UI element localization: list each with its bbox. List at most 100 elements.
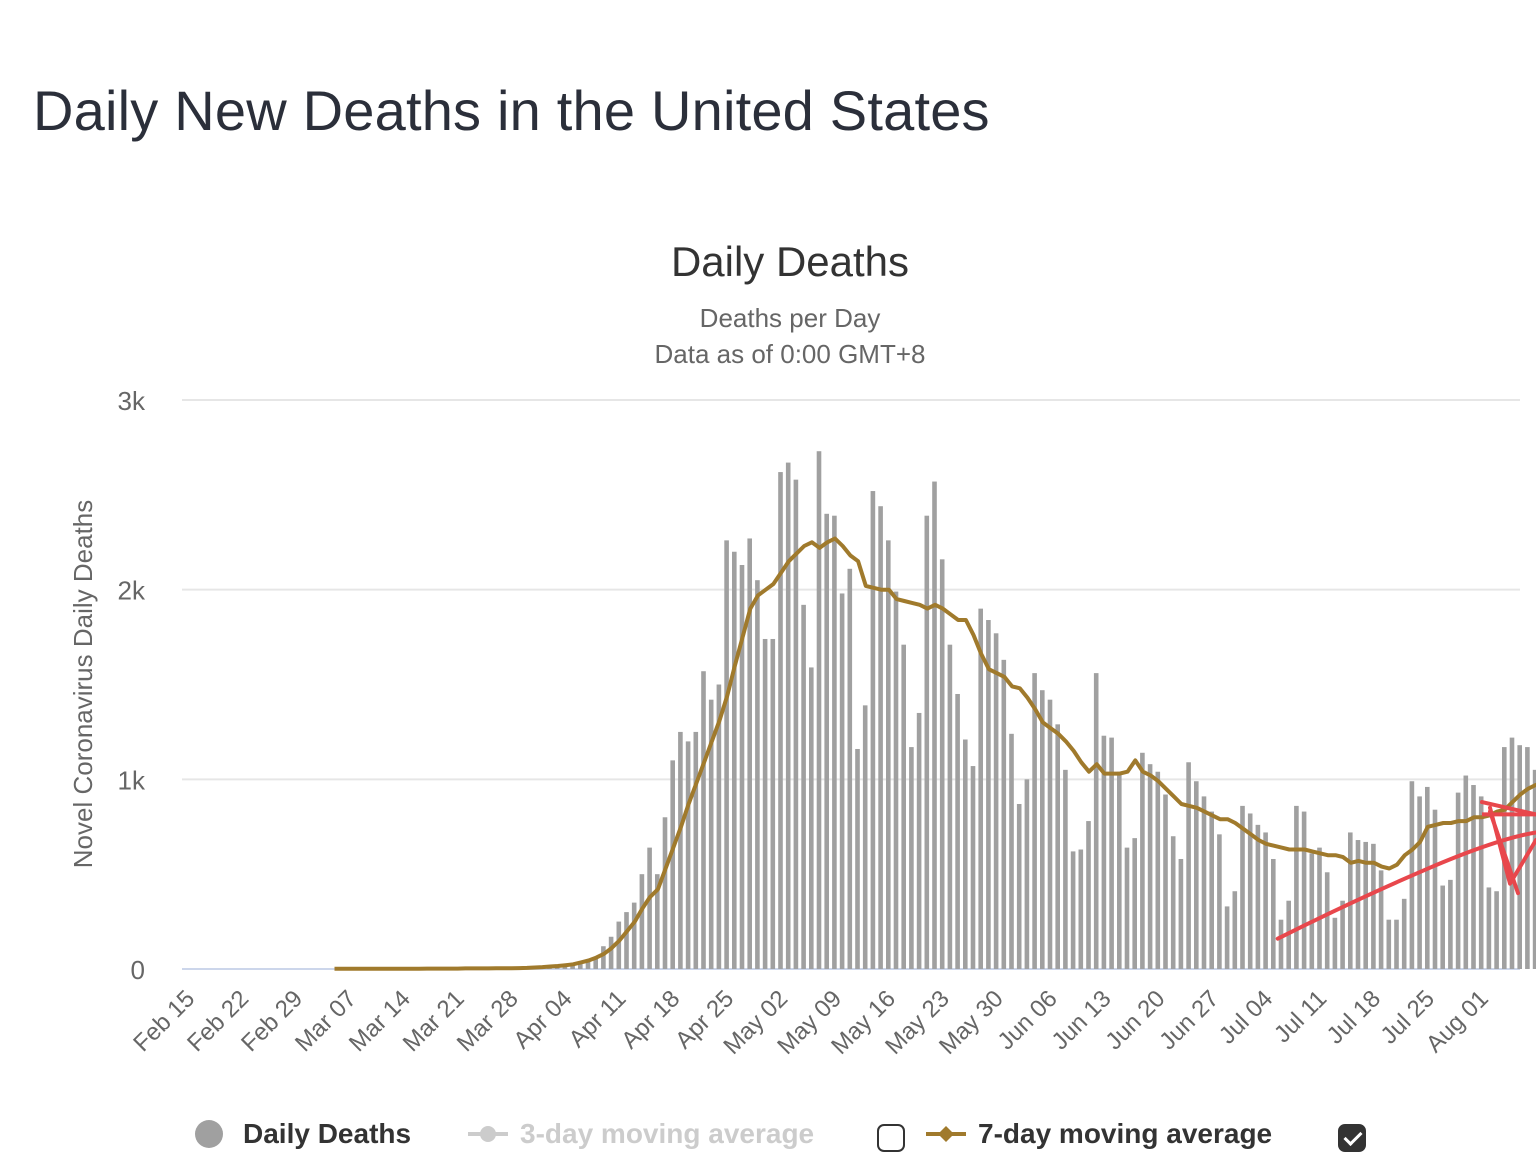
- bar[interactable]: [878, 506, 883, 969]
- toggle-3day-checkbox[interactable]: [877, 1124, 905, 1152]
- bar[interactable]: [1093, 673, 1099, 969]
- bar[interactable]: [732, 551, 737, 969]
- bar[interactable]: [970, 766, 976, 969]
- bar[interactable]: [1255, 824, 1261, 969]
- legend-item-7day[interactable]: 7-day moving average: [926, 1118, 1272, 1150]
- bar[interactable]: [1417, 796, 1422, 969]
- bar[interactable]: [785, 462, 791, 969]
- bar[interactable]: [1371, 843, 1376, 969]
- bar[interactable]: [655, 874, 660, 969]
- bar[interactable]: [793, 479, 799, 969]
- bar[interactable]: [670, 760, 675, 969]
- bar[interactable]: [747, 538, 752, 969]
- bar[interactable]: [1532, 769, 1536, 969]
- bar[interactable]: [1455, 792, 1461, 969]
- bar[interactable]: [1124, 847, 1130, 969]
- bar[interactable]: [1332, 917, 1338, 969]
- bar[interactable]: [1117, 771, 1122, 969]
- bar[interactable]: [886, 540, 891, 969]
- bar[interactable]: [1517, 745, 1522, 969]
- bar[interactable]: [1247, 813, 1253, 969]
- bar[interactable]: [1186, 762, 1191, 969]
- bar[interactable]: [932, 481, 937, 969]
- bar[interactable]: [1494, 891, 1499, 969]
- bar[interactable]: [1194, 781, 1199, 969]
- bar[interactable]: [685, 741, 691, 969]
- bar[interactable]: [993, 633, 999, 969]
- bar[interactable]: [939, 559, 945, 969]
- bar[interactable]: [909, 747, 914, 969]
- bar[interactable]: [601, 946, 606, 969]
- bar[interactable]: [1348, 832, 1353, 969]
- bar[interactable]: [963, 739, 968, 969]
- bar[interactable]: [1224, 906, 1230, 969]
- bar[interactable]: [716, 684, 722, 970]
- bar[interactable]: [1147, 764, 1153, 969]
- bar[interactable]: [924, 515, 930, 969]
- bar[interactable]: [1155, 771, 1161, 969]
- bar[interactable]: [1401, 898, 1407, 969]
- bar[interactable]: [1301, 811, 1307, 969]
- bar[interactable]: [762, 638, 768, 969]
- bar[interactable]: [847, 568, 853, 969]
- bar[interactable]: [855, 748, 860, 969]
- bar[interactable]: [755, 580, 760, 969]
- bar[interactable]: [893, 591, 899, 969]
- bar[interactable]: [1070, 851, 1076, 969]
- line-7day-moving-average[interactable]: [334, 536, 1536, 971]
- bar[interactable]: [1132, 838, 1137, 969]
- bar[interactable]: [770, 638, 776, 969]
- bar[interactable]: [1294, 805, 1299, 969]
- bar[interactable]: [824, 513, 829, 969]
- legend-item-3day[interactable]: 3-day moving average: [468, 1118, 814, 1150]
- bar[interactable]: [1001, 659, 1007, 969]
- bar[interactable]: [1486, 887, 1492, 969]
- bar[interactable]: [1201, 796, 1207, 969]
- bar[interactable]: [901, 644, 906, 969]
- bar[interactable]: [916, 712, 922, 969]
- bar[interactable]: [639, 874, 645, 969]
- bar[interactable]: [693, 731, 699, 969]
- bar[interactable]: [1355, 840, 1361, 969]
- bar[interactable]: [1024, 779, 1030, 969]
- bar[interactable]: [862, 705, 868, 969]
- bar[interactable]: [1016, 803, 1022, 969]
- bar[interactable]: [1217, 834, 1222, 969]
- bar[interactable]: [616, 921, 622, 969]
- bar[interactable]: [1471, 785, 1476, 969]
- bar[interactable]: [978, 608, 983, 969]
- bar[interactable]: [631, 902, 637, 969]
- bar[interactable]: [647, 847, 652, 969]
- bar[interactable]: [1209, 811, 1214, 969]
- bar[interactable]: [1509, 737, 1515, 969]
- bar[interactable]: [1463, 775, 1469, 969]
- bar[interactable]: [662, 817, 668, 969]
- bar[interactable]: [839, 593, 845, 969]
- legend-item-daily-deaths[interactable]: Daily Deaths: [195, 1118, 411, 1150]
- bar[interactable]: [1278, 919, 1284, 969]
- bar[interactable]: [1317, 847, 1322, 969]
- bar[interactable]: [1309, 853, 1315, 969]
- bar[interactable]: [1009, 733, 1014, 969]
- bar[interactable]: [1271, 858, 1276, 969]
- bar[interactable]: [570, 964, 575, 969]
- bar[interactable]: [1394, 919, 1399, 969]
- bar[interactable]: [1032, 673, 1037, 969]
- bar[interactable]: [955, 693, 960, 969]
- bar[interactable]: [1086, 821, 1091, 969]
- bar[interactable]: [1047, 699, 1053, 969]
- bar[interactable]: [701, 671, 706, 969]
- bar[interactable]: [1240, 805, 1245, 969]
- toggle-7day-checkbox[interactable]: [1338, 1124, 1366, 1152]
- bar[interactable]: [1263, 832, 1268, 969]
- bar[interactable]: [1340, 900, 1345, 969]
- bar[interactable]: [1078, 849, 1084, 969]
- bar[interactable]: [1170, 836, 1176, 969]
- bar[interactable]: [1040, 690, 1045, 969]
- bar[interactable]: [1101, 735, 1107, 969]
- bar[interactable]: [1324, 872, 1330, 969]
- bar[interactable]: [578, 961, 583, 969]
- bar[interactable]: [778, 472, 783, 969]
- bar[interactable]: [1363, 841, 1368, 969]
- bar[interactable]: [832, 515, 837, 969]
